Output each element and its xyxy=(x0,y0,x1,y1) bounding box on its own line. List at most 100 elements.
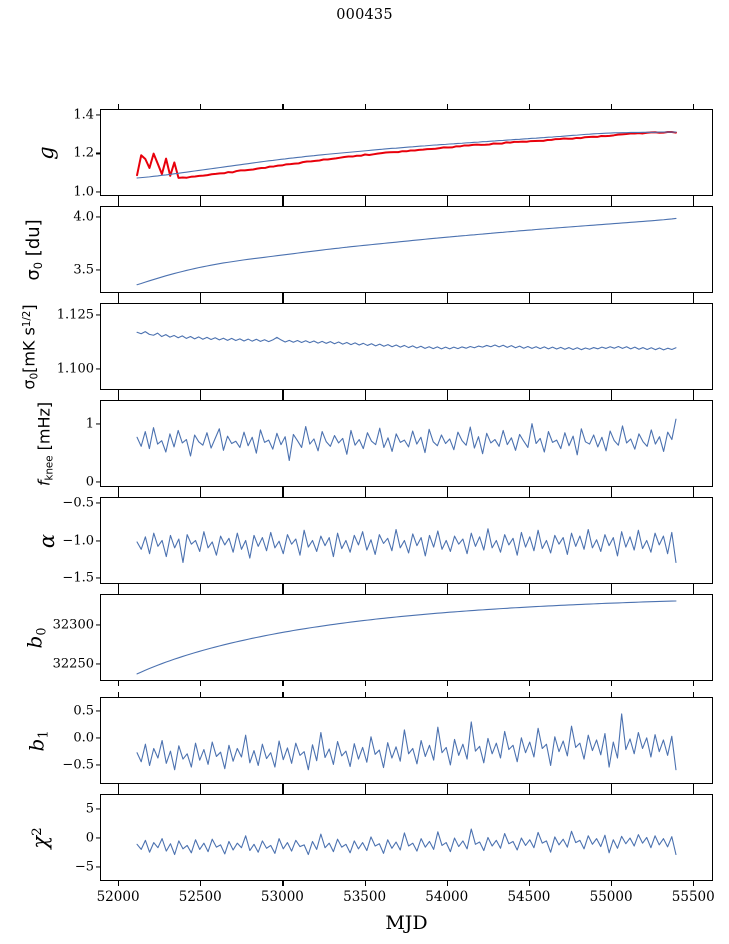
plot-panel-f-knee xyxy=(100,400,713,487)
x-tick-mark xyxy=(200,789,202,794)
x-tick-mark xyxy=(693,298,695,303)
x-tick-mark xyxy=(364,201,366,206)
y-tick-label: 32300 xyxy=(52,617,94,633)
y-tick-mark xyxy=(95,624,100,626)
x-tick-mark xyxy=(200,584,202,589)
y-tick-label: 1 xyxy=(85,416,94,432)
y-tick-mark xyxy=(95,481,100,483)
x-tick-label: 54000 xyxy=(425,889,469,905)
plot-panel-baseline-b1 xyxy=(100,697,713,784)
x-tick-mark xyxy=(693,584,695,589)
x-tick-mark xyxy=(693,692,695,697)
x-tick-mark xyxy=(364,487,366,492)
x-tick-mark xyxy=(528,196,531,201)
x-tick-mark xyxy=(446,196,448,201)
x-tick-mark xyxy=(282,104,284,109)
y-tick-label: −0.5 xyxy=(62,495,94,511)
x-tick-mark xyxy=(364,293,366,298)
x-tick-mark xyxy=(118,584,120,589)
x-tick-mark xyxy=(693,395,695,400)
y-tick-mark xyxy=(95,836,100,839)
x-tick-mark xyxy=(200,487,202,492)
plot-panel-sigma0-mk xyxy=(100,303,713,390)
x-tick-mark xyxy=(364,298,366,303)
y-tick-mark xyxy=(95,710,100,712)
y-axis-label: α xyxy=(35,533,59,548)
x-tick-mark xyxy=(200,784,202,789)
x-tick-mark xyxy=(528,789,531,794)
x-tick-mark xyxy=(528,584,531,589)
x-tick-mark xyxy=(364,390,366,395)
y-tick-mark xyxy=(95,216,100,218)
x-tick-mark xyxy=(528,390,531,395)
x-tick-mark xyxy=(528,293,531,298)
x-tick-mark xyxy=(282,201,284,206)
x-tick-mark xyxy=(446,395,448,400)
plot-panel-chi-squared xyxy=(100,794,713,881)
x-tick-mark xyxy=(200,681,202,686)
x-tick-mark xyxy=(693,881,695,886)
x-tick-mark xyxy=(282,395,284,400)
x-tick-mark xyxy=(200,104,202,109)
x-tick-mark xyxy=(693,589,695,594)
x-tick-mark xyxy=(528,201,531,206)
y-tick-mark xyxy=(95,114,100,116)
x-tick-mark xyxy=(364,492,366,497)
y-tick-mark xyxy=(95,807,100,810)
plot-area xyxy=(101,304,712,389)
x-tick-mark xyxy=(693,104,695,109)
x-tick-mark xyxy=(611,589,613,594)
series-baseline-b1 xyxy=(137,714,676,770)
figure-title: 000435 xyxy=(336,7,393,23)
x-tick-mark xyxy=(528,298,531,303)
x-tick-label: 52000 xyxy=(96,889,140,905)
x-tick-label: 55000 xyxy=(589,889,633,905)
y-tick-mark xyxy=(95,314,100,316)
x-tick-mark xyxy=(693,487,695,492)
x-tick-mark xyxy=(118,881,120,886)
x-tick-mark xyxy=(200,390,202,395)
x-tick-mark xyxy=(118,298,120,303)
plot-panel-alpha xyxy=(100,497,713,584)
x-tick-mark xyxy=(693,390,695,395)
x-tick-mark xyxy=(282,196,284,201)
x-tick-mark xyxy=(282,881,284,886)
x-tick-mark xyxy=(528,881,531,886)
x-tick-mark xyxy=(364,196,366,201)
y-tick-mark xyxy=(95,539,100,542)
x-tick-mark xyxy=(118,784,120,789)
y-tick-mark xyxy=(95,368,100,370)
y-axis-label: fknee [mHz] xyxy=(34,401,56,486)
x-tick-label: 53000 xyxy=(260,889,304,905)
series-chi-squared xyxy=(137,829,676,855)
y-tick-label: −1.0 xyxy=(62,533,94,548)
y-tick-label: −5 xyxy=(74,859,94,874)
y-tick-label: 32250 xyxy=(52,656,94,672)
x-tick-mark xyxy=(200,201,202,206)
x-tick-mark xyxy=(118,589,120,594)
x-tick-mark xyxy=(118,487,120,492)
x-tick-mark xyxy=(118,293,120,298)
x-tick-mark xyxy=(693,789,695,794)
x-tick-mark xyxy=(282,589,284,594)
x-tick-mark xyxy=(611,298,613,303)
x-tick-mark xyxy=(282,487,284,492)
y-tick-label: 4.0 xyxy=(73,209,94,225)
y-tick-label: 0 xyxy=(85,474,94,490)
x-tick-mark xyxy=(611,196,613,201)
series-f-knee xyxy=(137,419,676,460)
x-tick-mark xyxy=(282,681,284,686)
x-tick-mark xyxy=(200,492,202,497)
x-axis-label: MJD xyxy=(385,912,428,934)
y-tick-label: 1.4 xyxy=(73,107,94,123)
series-alpha xyxy=(137,529,676,563)
x-tick-mark xyxy=(611,881,613,886)
y-axis-label: b0 xyxy=(22,627,50,648)
x-tick-mark xyxy=(200,589,202,594)
x-tick-mark xyxy=(118,196,120,201)
series-sigma0-du xyxy=(137,218,676,284)
y-tick-label: 0 xyxy=(85,830,94,845)
x-tick-mark xyxy=(611,487,613,492)
plot-area xyxy=(101,795,712,880)
series-gain-model xyxy=(137,132,676,178)
